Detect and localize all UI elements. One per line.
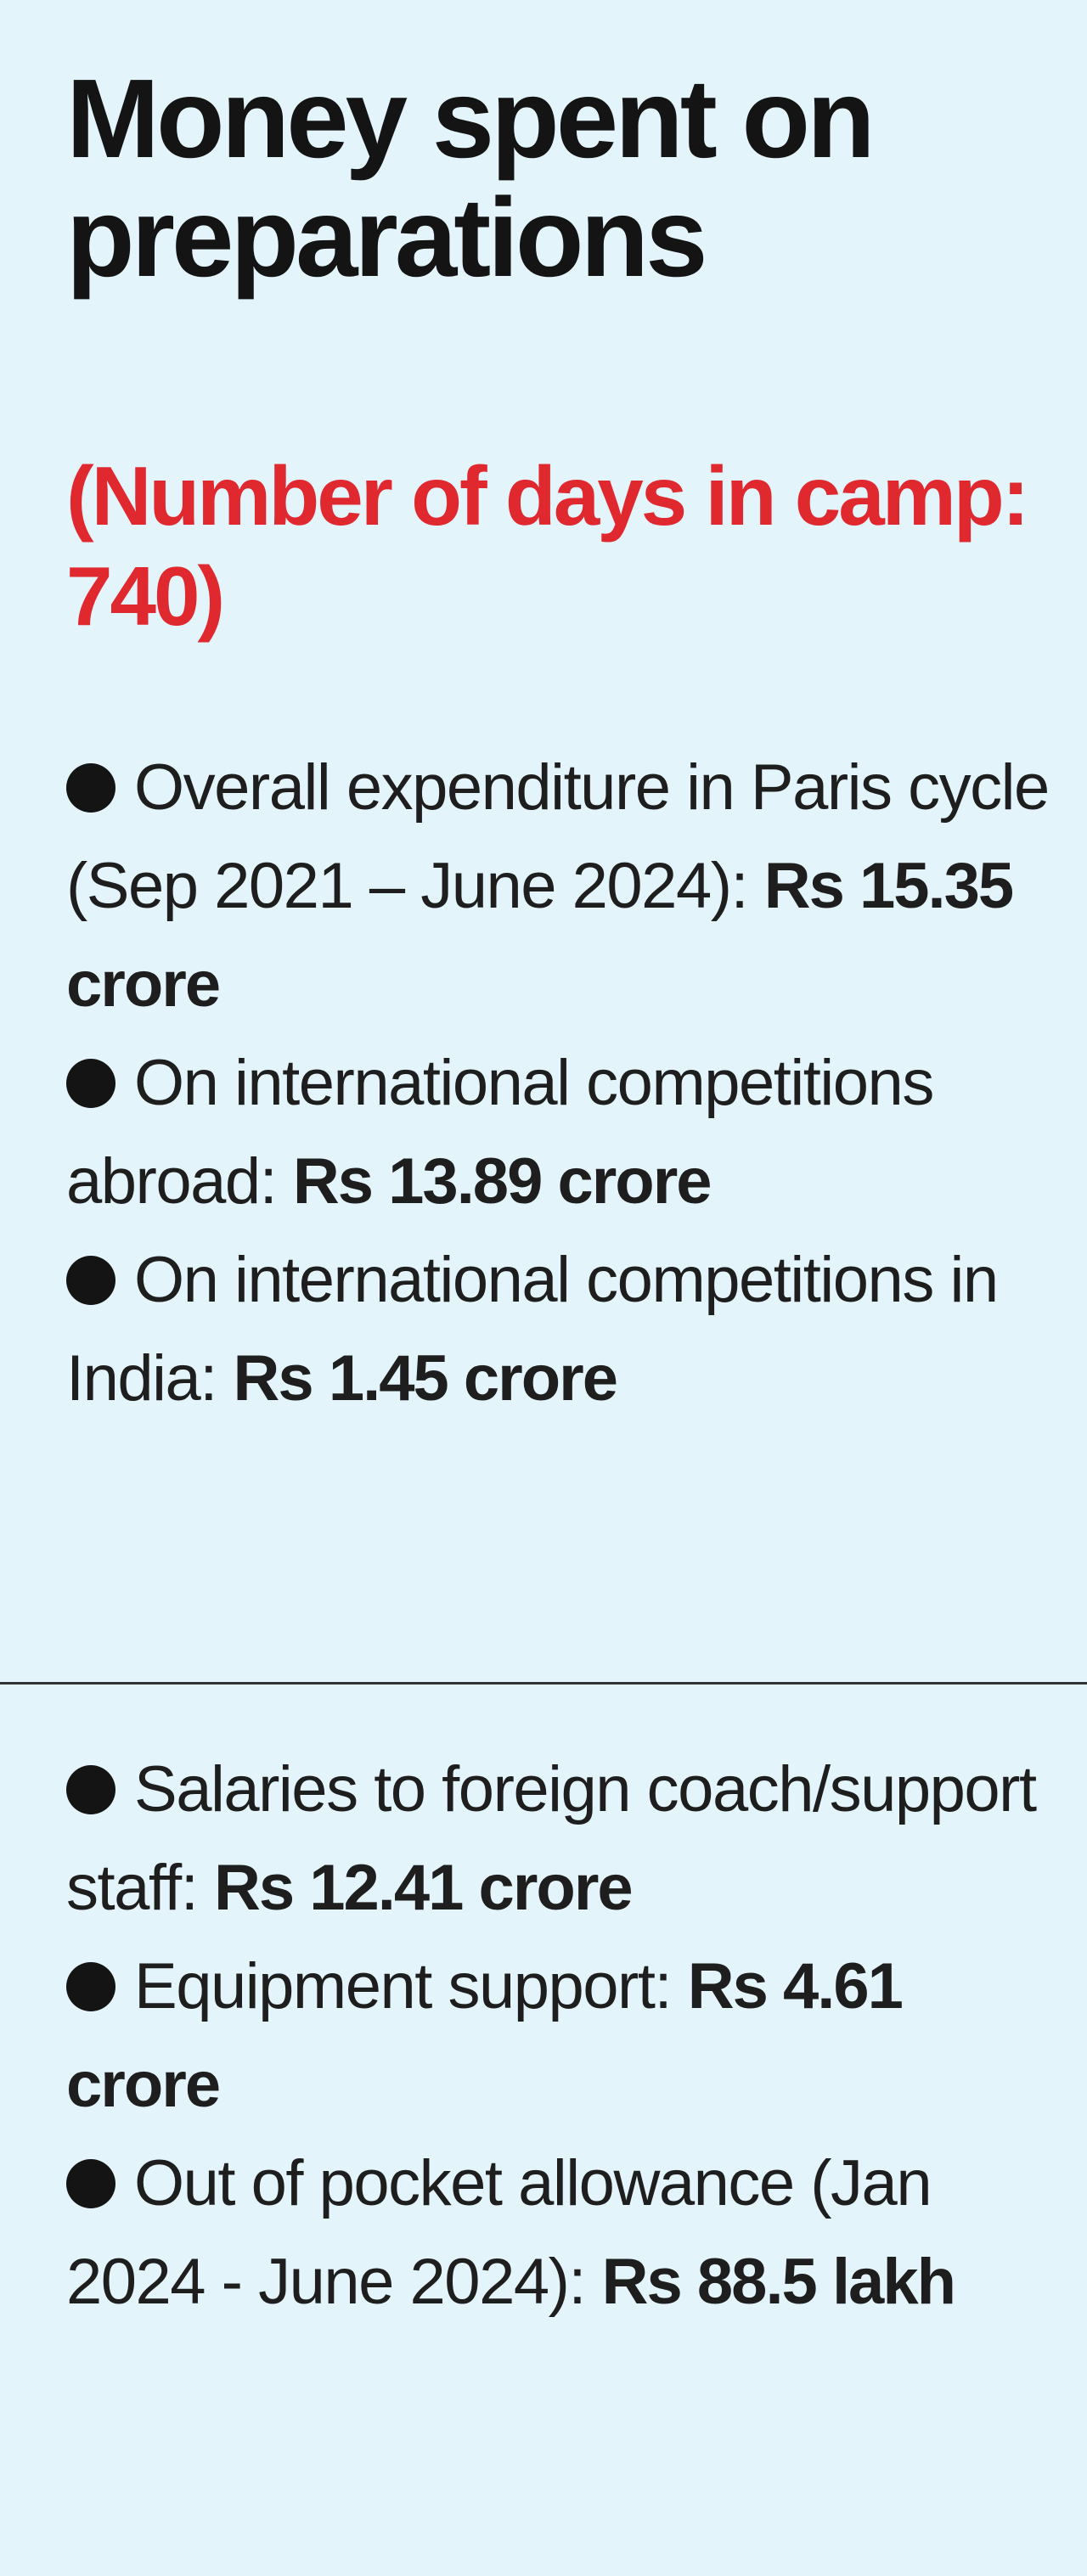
infographic-title: Money spent on preparations xyxy=(66,56,876,300)
bullet-icon xyxy=(66,763,115,813)
item-amount: Rs 1.45 crore xyxy=(233,1342,618,1415)
list-item-overall-expenditure: Overall expenditure in Paris cycle (Sep … xyxy=(66,739,1060,1034)
item-amount: Rs 4.61 crore xyxy=(66,1950,904,2121)
list-item-salaries: Salaries to foreign coach/support staff:… xyxy=(66,1741,1060,1938)
infographic-subtitle: (Number of days in camp: 740) xyxy=(66,449,1029,643)
expenditure-list: Overall expenditure in Paris cycle (Sep … xyxy=(66,739,1060,1428)
item-label: Salaries to foreign coach/support staff: xyxy=(66,1753,1037,1924)
item-label: On international competitions abroad: xyxy=(66,1047,934,1218)
bullet-icon xyxy=(66,1765,115,1814)
item-label: Out of pocket allowance (Jan 2024 - June… xyxy=(66,2147,932,2318)
item-label: On international competitions in India: xyxy=(66,1244,999,1415)
item-label: Equipment support: xyxy=(134,1950,688,2022)
list-item-competitions-abroad: On international competitions abroad: Rs… xyxy=(66,1034,1060,1231)
item-amount: Rs 15.35 crore xyxy=(66,850,1014,1021)
item-label: Overall expenditure in Paris cycle (Sep … xyxy=(66,751,1050,922)
bullet-icon xyxy=(66,1256,115,1305)
item-amount: Rs 13.89 crore xyxy=(292,1145,712,1218)
section-divider xyxy=(0,1682,1087,1685)
support-list: Salaries to foreign coach/support staff:… xyxy=(66,1741,1060,2331)
bullet-icon xyxy=(66,1962,115,2011)
item-amount: Rs 88.5 lakh xyxy=(601,2246,956,2318)
list-item-competitions-india: On international competitions in India: … xyxy=(66,1231,1060,1428)
item-amount: Rs 12.41 crore xyxy=(213,1852,634,1924)
list-item-pocket-allowance: Out of pocket allowance (Jan 2024 - June… xyxy=(66,2134,1060,2331)
bullet-icon xyxy=(66,1059,115,1108)
list-item-equipment-support: Equipment support: Rs 4.61 crore xyxy=(66,1938,1060,2134)
bullet-icon xyxy=(66,2159,115,2208)
